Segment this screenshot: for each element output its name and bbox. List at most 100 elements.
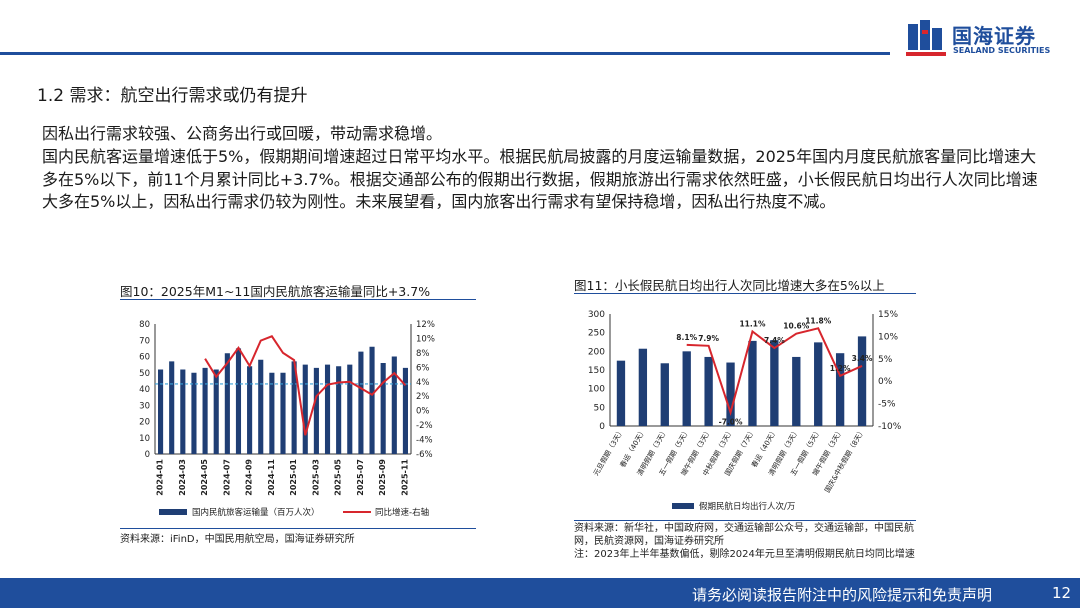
right-tick-label: 0% bbox=[878, 377, 893, 387]
bar bbox=[748, 340, 757, 426]
x-tick-label: 2025-09 bbox=[378, 459, 387, 496]
x-tick-label: 国庆&中秋假期（8天） bbox=[823, 427, 867, 495]
bar bbox=[291, 361, 297, 454]
fig11-title-rule bbox=[574, 293, 916, 294]
fig10-title-rule bbox=[120, 299, 476, 300]
legend-line-label: 同比增速-右轴 bbox=[375, 507, 429, 518]
legend-bar-label: 国内民航旅客运输量（百万人次） bbox=[192, 507, 320, 518]
right-tick-label: -2% bbox=[416, 421, 433, 431]
x-tick-label: 元旦假期（3天） bbox=[591, 427, 626, 478]
left-tick-label: 150 bbox=[588, 366, 605, 376]
bar bbox=[369, 346, 375, 454]
bar bbox=[269, 372, 275, 454]
right-tick-label: -6% bbox=[416, 450, 433, 460]
growth-data-label: 8.1% bbox=[676, 333, 697, 342]
x-tick-label: 2025-11 bbox=[400, 459, 409, 496]
left-tick-label: 80 bbox=[139, 320, 150, 330]
footer-bar bbox=[0, 578, 1080, 608]
right-tick-label: 0% bbox=[416, 407, 430, 417]
bar bbox=[726, 362, 735, 426]
right-tick-label: 2% bbox=[416, 392, 430, 402]
company-logo: 国海证券 SEALAND SECURITIES bbox=[906, 16, 1066, 60]
right-tick-label: -4% bbox=[416, 436, 433, 446]
growth-data-label: 1.2% bbox=[830, 364, 851, 373]
fig11-source-line-2: 网，民航资源网，国海证券研究所 bbox=[574, 536, 724, 547]
bar bbox=[402, 367, 408, 454]
fig11-source-line-3: 注：2023年上半年基数偏低，剔除2024年元旦至清明假期民航日均同比增速 bbox=[574, 549, 915, 560]
bar bbox=[247, 366, 253, 454]
growth-data-label: 11.1% bbox=[739, 319, 766, 328]
bar bbox=[814, 342, 823, 426]
fig11-bottom-rule bbox=[574, 520, 916, 521]
growth-data-label: 10.6% bbox=[783, 322, 810, 331]
x-tick-label: 2024-05 bbox=[200, 459, 209, 496]
x-tick-label: 2025-07 bbox=[356, 459, 365, 496]
right-tick-label: 4% bbox=[416, 378, 430, 388]
page-number: 12 bbox=[1052, 584, 1072, 602]
sealand-logo-icon bbox=[906, 20, 946, 56]
bar bbox=[302, 364, 308, 454]
logo-text-en: SEALAND SECURITIES bbox=[953, 46, 1051, 55]
fig10-source: 资料来源：iFinD，中国民用航空局，国海证券研究所 bbox=[120, 534, 355, 545]
bar bbox=[857, 336, 867, 426]
growth-data-label: 7.9% bbox=[698, 334, 719, 343]
left-tick-label: 200 bbox=[588, 347, 605, 357]
fig10-bottom-rule bbox=[120, 528, 476, 529]
left-tick-label: 50 bbox=[139, 369, 150, 379]
bar bbox=[202, 367, 208, 454]
x-tick-label: 2024-01 bbox=[156, 459, 165, 496]
left-tick-label: 60 bbox=[139, 353, 150, 363]
bar bbox=[191, 372, 197, 454]
right-tick-label: 8% bbox=[416, 349, 430, 359]
growth-data-label: 7.4% bbox=[764, 336, 785, 345]
left-tick-label: 40 bbox=[139, 385, 150, 395]
footer-disclaimer[interactable]: 请务必阅读报告附注中的风险提示和免责声明 bbox=[692, 586, 993, 604]
x-tick-label: 2025-01 bbox=[289, 459, 298, 496]
right-tick-label: 6% bbox=[416, 363, 430, 373]
left-tick-label: 50 bbox=[594, 403, 606, 413]
x-tick-label: 2024-11 bbox=[267, 459, 276, 496]
fig11-source-line-1: 资料来源：新华社，中国政府网，交通运输部公众号，交通运输部，中国民航 bbox=[574, 523, 914, 534]
left-tick-label: 20 bbox=[139, 418, 150, 428]
growth-line bbox=[686, 327, 863, 417]
x-tick-label: 2025-05 bbox=[334, 459, 343, 496]
bar bbox=[792, 356, 801, 426]
growth-data-label: 11.8% bbox=[805, 316, 832, 325]
bar bbox=[660, 363, 669, 426]
body-paragraph: 国内民航客运量增速低于5%，假期期间增速超过日常平均水平。根据民航局披露的月度运… bbox=[42, 147, 1038, 211]
x-tick-label: 2024-09 bbox=[245, 459, 254, 496]
bar bbox=[324, 364, 331, 454]
fig10-title: 图10：2025年M1~11国内民航旅客运输量同比+3.7% bbox=[120, 284, 431, 299]
bar bbox=[313, 367, 319, 454]
bar bbox=[704, 356, 713, 426]
bar bbox=[835, 353, 845, 426]
bar bbox=[616, 360, 626, 426]
section-title: 1.2 需求：航空出行需求或仍有提升 bbox=[37, 86, 308, 106]
bar bbox=[213, 369, 219, 454]
x-tick-label: 2024-03 bbox=[178, 459, 187, 496]
summary-paragraph: 因私出行需求较强、公商务出行或回暖，带动需求稳增。 bbox=[42, 124, 443, 143]
x-tick-label: 2024-07 bbox=[222, 459, 231, 496]
left-tick-label: 0 bbox=[599, 422, 605, 432]
bar bbox=[770, 340, 779, 426]
bar bbox=[224, 353, 230, 454]
bar bbox=[347, 364, 353, 454]
header-rule bbox=[0, 52, 890, 55]
legend-bar-swatch bbox=[159, 509, 187, 515]
left-tick-label: 10 bbox=[139, 434, 150, 444]
left-tick-label: 0 bbox=[145, 450, 150, 460]
bar bbox=[336, 366, 342, 454]
right-tick-label: -10% bbox=[878, 422, 902, 432]
bar bbox=[158, 369, 164, 454]
bar bbox=[258, 359, 264, 454]
fig10-chart: 0 10 20 30 40 50 60 70 80 -6% -4% -2% 0% 2% 4% 6% 8% 10% 1… bbox=[139, 320, 435, 518]
legend-bar-label: 假期民航日均出行人次/万 bbox=[699, 501, 795, 512]
growth-data-label: -7.0% bbox=[719, 418, 743, 427]
right-tick-label: 5% bbox=[878, 355, 893, 365]
left-tick-label: 300 bbox=[588, 310, 605, 320]
x-tick-label: 2025-03 bbox=[311, 459, 320, 496]
bar bbox=[280, 372, 286, 454]
logo-text-cn: 国海证券 bbox=[952, 24, 1036, 48]
growth-line bbox=[204, 335, 407, 436]
